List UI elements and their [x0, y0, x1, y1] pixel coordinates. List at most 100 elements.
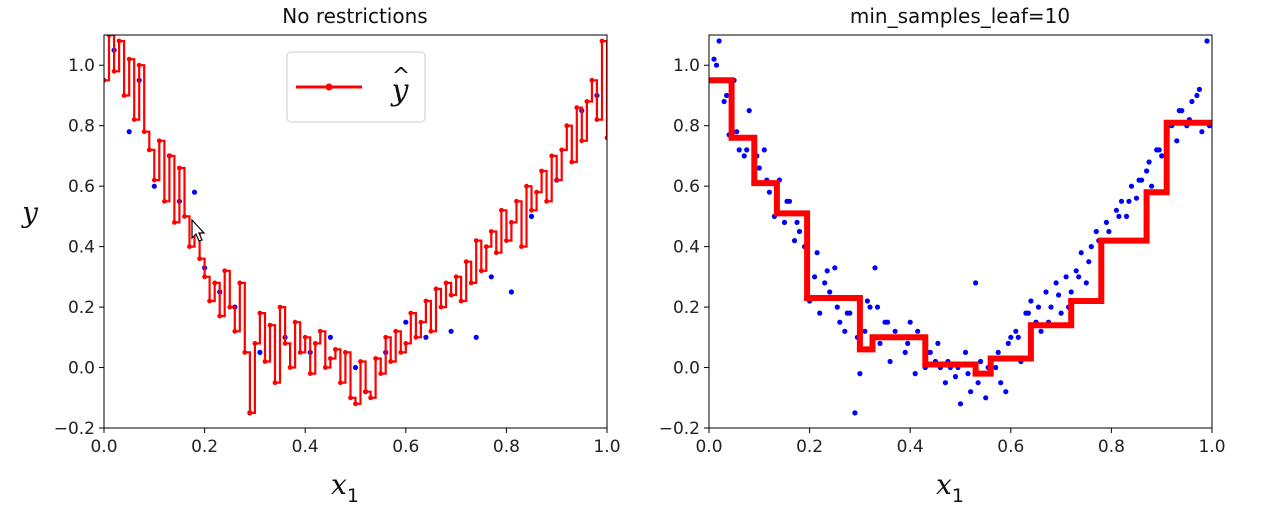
prediction-marker — [373, 356, 378, 361]
data-point — [784, 198, 790, 204]
data-point — [191, 189, 198, 195]
data-point — [912, 371, 918, 377]
data-point — [837, 319, 843, 325]
prediction-marker — [187, 244, 192, 250]
y-tick-label: 1.0 — [68, 56, 95, 76]
prediction-marker — [162, 198, 167, 204]
data-point — [1083, 280, 1089, 286]
x-tick-label: 0.2 — [796, 437, 823, 457]
prediction-marker — [856, 346, 863, 353]
data-point — [1146, 159, 1152, 165]
data-point — [1086, 259, 1092, 265]
data-point — [1008, 334, 1014, 340]
data-point — [711, 56, 717, 62]
prediction-marker — [579, 138, 585, 144]
prediction-marker — [453, 274, 459, 280]
data-point — [834, 304, 840, 310]
x-axis-label: x1 — [936, 468, 964, 507]
prediction-marker — [136, 62, 142, 68]
prediction-marker — [418, 319, 424, 325]
data-point — [862, 328, 868, 334]
prediction-marker — [604, 135, 607, 141]
prediction-marker — [398, 350, 404, 355]
prediction-marker — [167, 153, 172, 159]
prediction-line — [709, 77, 1212, 377]
prediction-marker — [267, 322, 273, 328]
prediction-marker — [433, 286, 439, 292]
legend: ^ y — [286, 51, 426, 123]
prediction-marker — [773, 210, 780, 217]
prediction-marker — [217, 313, 223, 319]
prediction-marker — [307, 371, 313, 376]
prediction-marker — [804, 295, 811, 301]
y-tick-label: 0.8 — [68, 117, 95, 137]
data-point — [962, 349, 969, 355]
y-tick-label: 0.0 — [68, 359, 95, 379]
prediction-marker — [514, 198, 519, 204]
data-point — [1144, 168, 1150, 174]
prediction-marker — [869, 334, 876, 341]
data-point — [1048, 304, 1054, 310]
prediction-marker — [534, 189, 539, 195]
data-point — [1159, 153, 1165, 159]
x-tick-label: 0.8 — [1098, 437, 1125, 457]
prediction-marker — [594, 117, 600, 122]
prediction-marker — [151, 177, 157, 183]
x-tick-label: 0.6 — [997, 437, 1024, 457]
prediction-marker — [599, 38, 605, 44]
prediction-marker — [363, 389, 368, 395]
prediction-marker — [574, 105, 580, 110]
prediction-marker — [463, 259, 469, 265]
prediction-marker — [338, 380, 343, 386]
prediction-marker — [473, 238, 479, 244]
data-point — [756, 165, 762, 171]
data-point — [902, 349, 908, 355]
prediction-marker — [322, 365, 328, 370]
chart-title: No restrictions — [282, 4, 427, 28]
prediction-marker — [172, 220, 177, 225]
data-point — [1126, 198, 1132, 204]
data-point — [907, 319, 913, 325]
y-tick-label: 0.6 — [68, 177, 95, 197]
legend-label: y — [390, 73, 410, 108]
data-point — [724, 92, 730, 99]
prediction-marker — [242, 350, 248, 355]
data-point — [1058, 310, 1064, 316]
x-tick-label: 1.0 — [593, 437, 620, 457]
prediction-marker — [413, 334, 419, 340]
y-tick-label: 0.2 — [68, 298, 95, 318]
prediction-marker — [529, 207, 534, 213]
prediction-marker — [539, 168, 544, 174]
data-point — [257, 349, 263, 355]
data-point — [1113, 207, 1119, 213]
prediction-marker — [549, 153, 555, 159]
x-tick-label: 0.4 — [897, 437, 924, 457]
data-point — [794, 219, 800, 225]
y-tick-label: 0.2 — [673, 298, 700, 318]
data-point — [1149, 183, 1155, 189]
prediction-marker — [272, 380, 278, 386]
subplot-no-restrictions: No restrictions y x1 0.0 0.2 0.4 0.6 0.8 1.0 −… — [20, 4, 620, 507]
data-point — [1093, 228, 1099, 235]
data-point — [887, 358, 893, 365]
data-point — [791, 238, 798, 244]
prediction-marker — [212, 280, 218, 286]
prediction-marker — [728, 134, 735, 141]
data-point — [877, 340, 883, 346]
data-point — [1136, 177, 1142, 183]
prediction-marker — [1143, 189, 1150, 196]
prediction-marker — [277, 304, 283, 310]
prediction-marker — [428, 328, 434, 334]
y-tick-label: 0.4 — [673, 238, 700, 258]
prediction-marker — [569, 159, 575, 165]
prediction-marker — [126, 56, 132, 62]
data-point — [1076, 274, 1082, 280]
prediction-marker — [458, 298, 464, 304]
prediction-marker — [348, 395, 353, 401]
mouse-cursor-icon — [191, 218, 206, 242]
data-point — [736, 147, 742, 153]
prediction-marker — [383, 334, 389, 340]
data-point — [1123, 213, 1130, 219]
data-point — [965, 371, 971, 377]
prediction-marker — [317, 328, 323, 334]
